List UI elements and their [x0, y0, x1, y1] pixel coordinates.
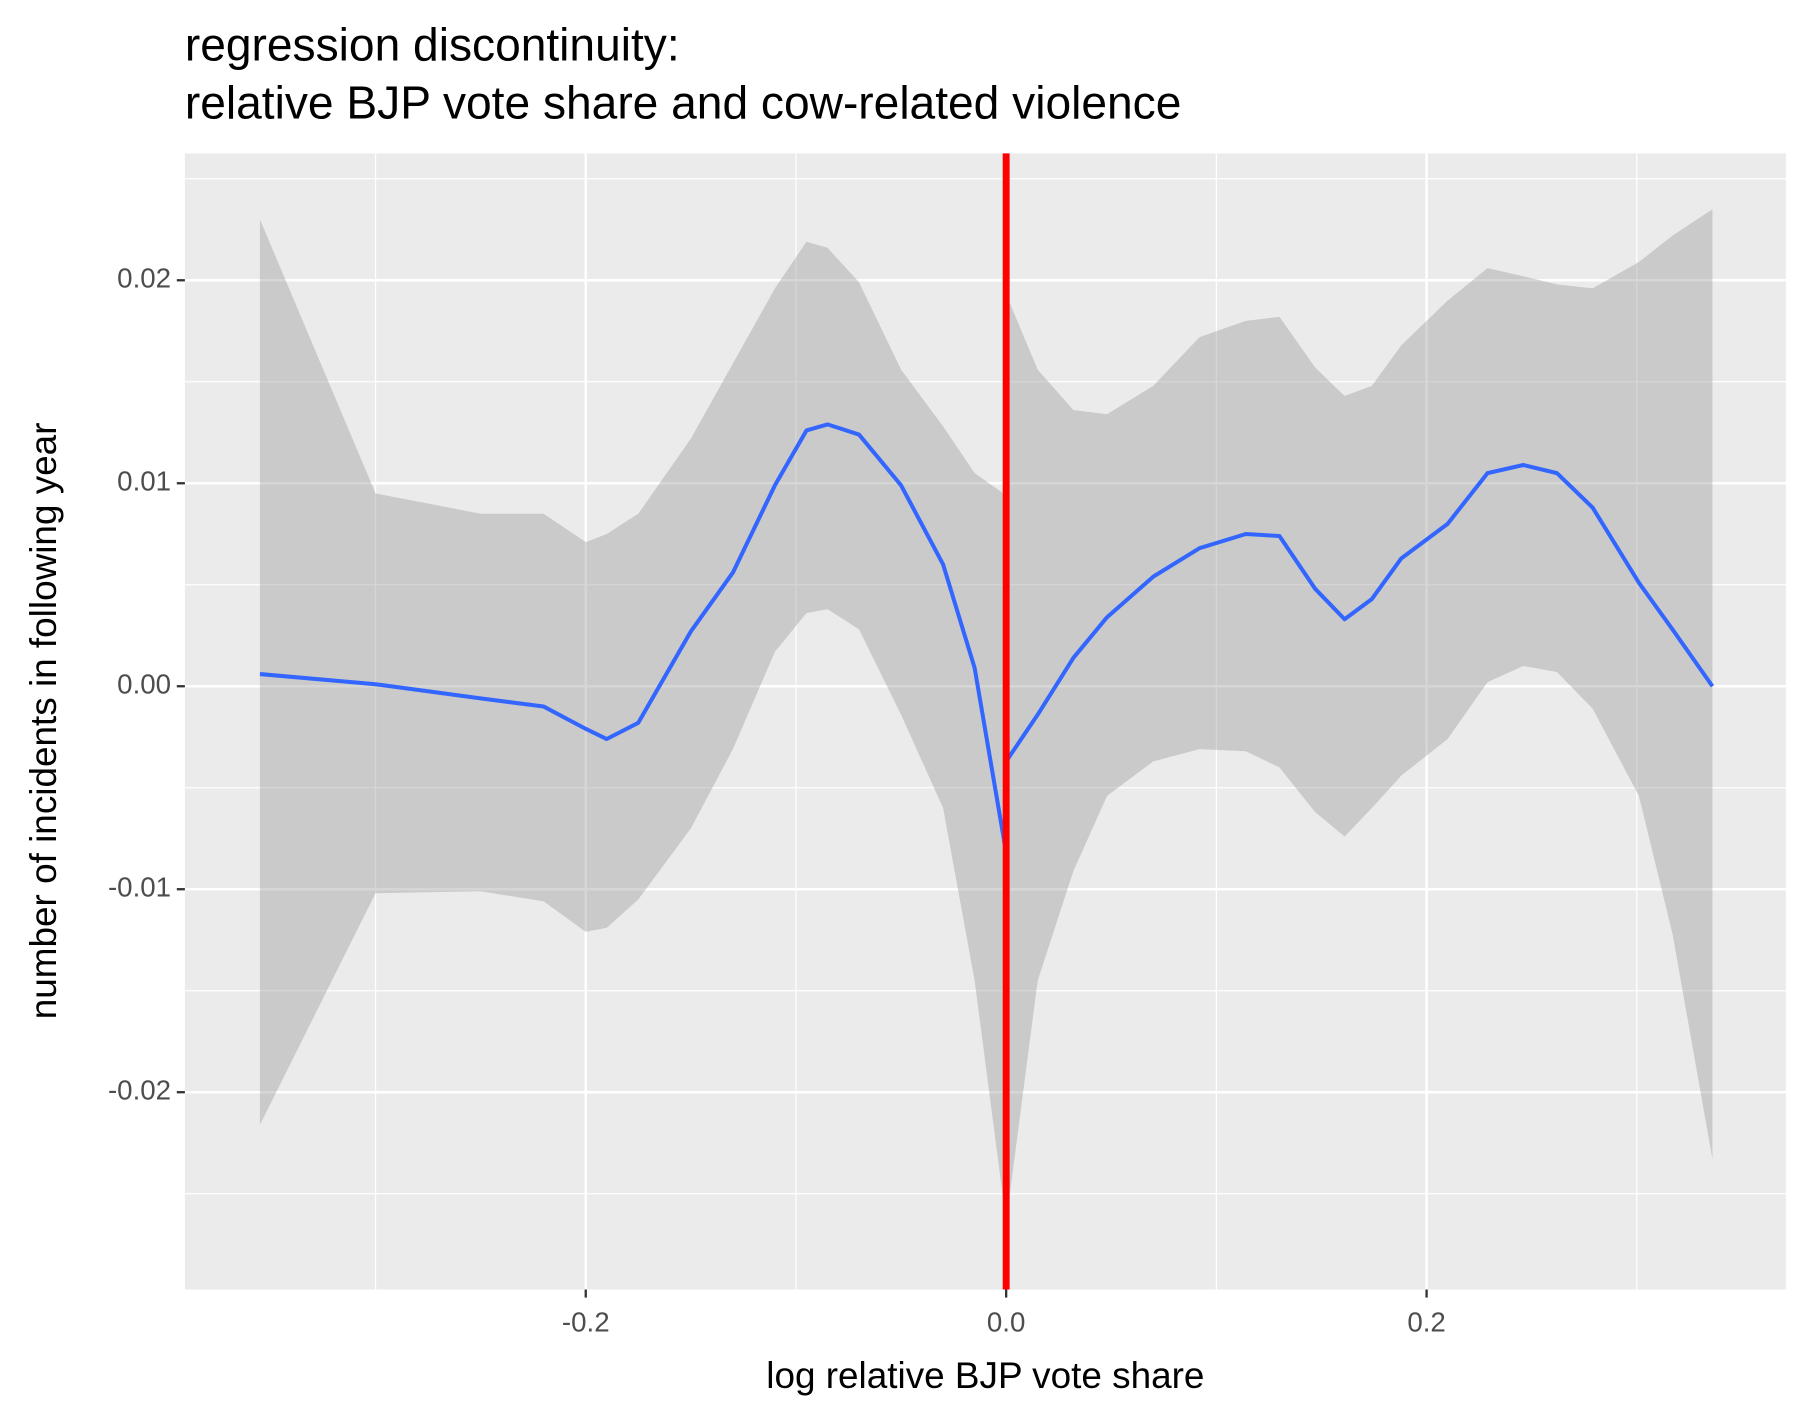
line: [1004, 462, 1715, 763]
x-tick-label: -0.2: [562, 1306, 610, 1337]
y-tick-label: 0.01: [117, 466, 171, 497]
chart-title: regression discontinuity:: [185, 19, 680, 71]
y-tick-label: -0.02: [108, 1075, 171, 1106]
y-tick-label: 0.02: [117, 263, 171, 294]
chart-title: relative BJP vote share and cow-related …: [185, 76, 1182, 128]
line: [259, 422, 1009, 854]
x-tick-label: 0.2: [1407, 1306, 1445, 1337]
y-tick-label: -0.01: [108, 872, 171, 903]
y-axis-title: number of incidents in following year: [23, 423, 64, 1020]
confidence-band: [1006, 209, 1713, 1223]
y-tick-label: 0.00: [117, 669, 171, 700]
x-axis-title: log relative BJP vote share: [766, 1355, 1204, 1396]
x-tick-label: 0.0: [987, 1306, 1025, 1337]
confidence-band: [259, 219, 1007, 1223]
